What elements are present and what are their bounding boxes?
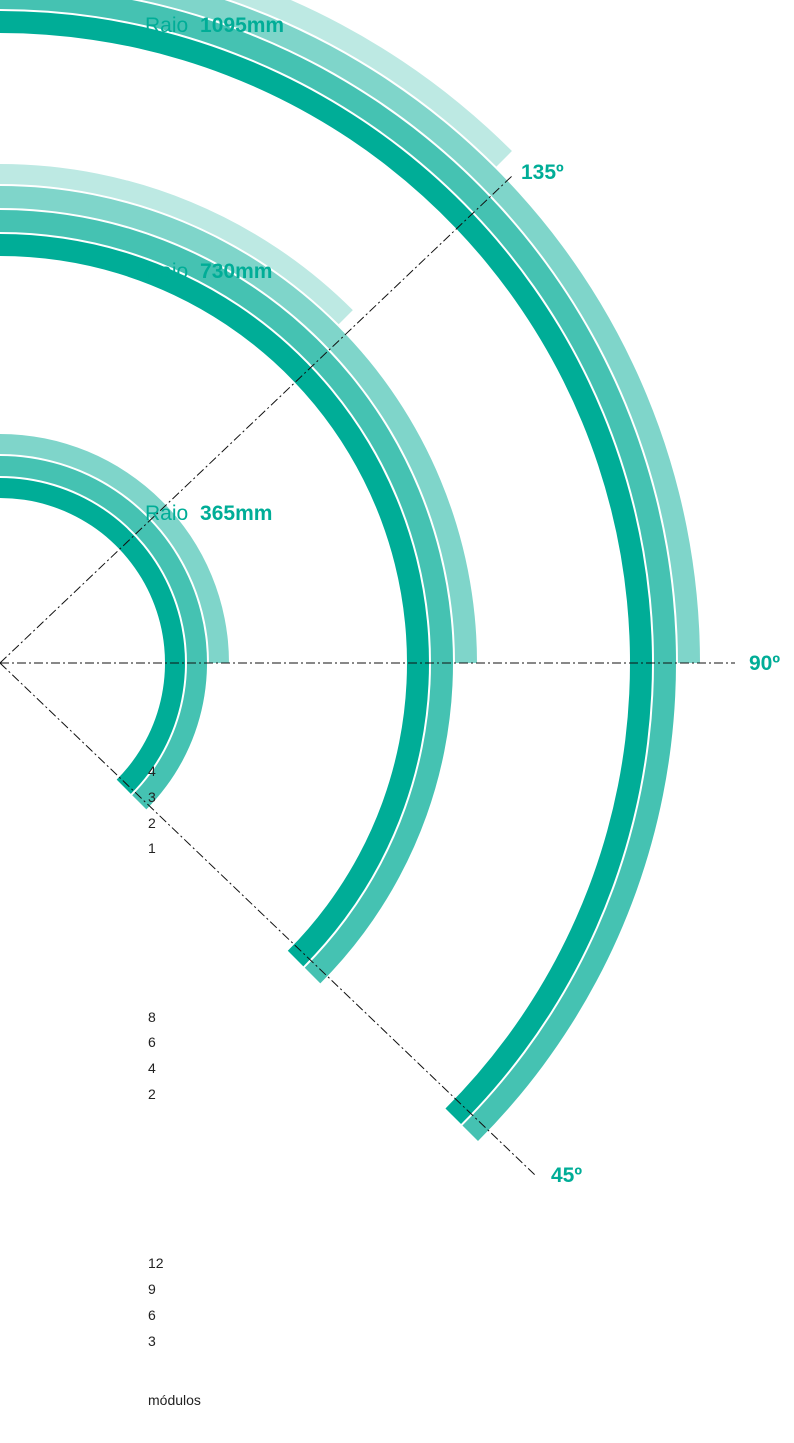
angle-label-135: 135º	[521, 161, 564, 184]
module-count-label: 9	[148, 1281, 156, 1297]
angle-label-90: 90º	[749, 652, 780, 675]
angle-guide-lines	[0, 175, 735, 1176]
guide-line-135	[0, 175, 513, 664]
module-count-label: 4	[148, 1060, 156, 1076]
ring-band-2-4	[0, 164, 353, 325]
ring-band-1-2	[0, 456, 208, 810]
module-count-label: 12	[148, 1255, 164, 1271]
ring-band-1-1	[0, 478, 186, 794]
ring-band-3-4	[230, 0, 512, 167]
module-count-label: 3	[148, 789, 156, 805]
module-count-label: 8	[148, 1009, 156, 1025]
angle-label-45: 45º	[551, 1164, 582, 1187]
ring-band-1-3	[0, 434, 230, 663]
radius-label-prefix: Raio	[145, 14, 188, 37]
modules-footer-label: módulos	[148, 1392, 201, 1408]
module-count-label: 2	[148, 815, 156, 831]
module-count-label: 6	[148, 1034, 156, 1050]
ring-bands	[0, 0, 700, 1141]
radius-label-prefix: Raio	[145, 502, 188, 525]
radius-label-1095: Raio 1095mm	[145, 14, 284, 37]
radius-label-prefix: Raio	[145, 260, 188, 283]
module-count-label: 3	[148, 1333, 156, 1349]
radius-label-365: Raio 365mm	[145, 502, 272, 525]
module-count-label: 1	[148, 840, 156, 856]
radius-label-value: 1095mm	[200, 14, 284, 37]
module-count-label: 4	[148, 763, 156, 779]
guide-line-45	[0, 662, 536, 1176]
ring-band-2-2	[0, 210, 454, 984]
radius-label-730: Raio 730mm	[145, 260, 272, 283]
module-count-label: 2	[148, 1086, 156, 1102]
radius-label-value: 730mm	[200, 260, 272, 283]
radius-label-value: 365mm	[200, 502, 272, 525]
module-count-label: 6	[148, 1307, 156, 1323]
